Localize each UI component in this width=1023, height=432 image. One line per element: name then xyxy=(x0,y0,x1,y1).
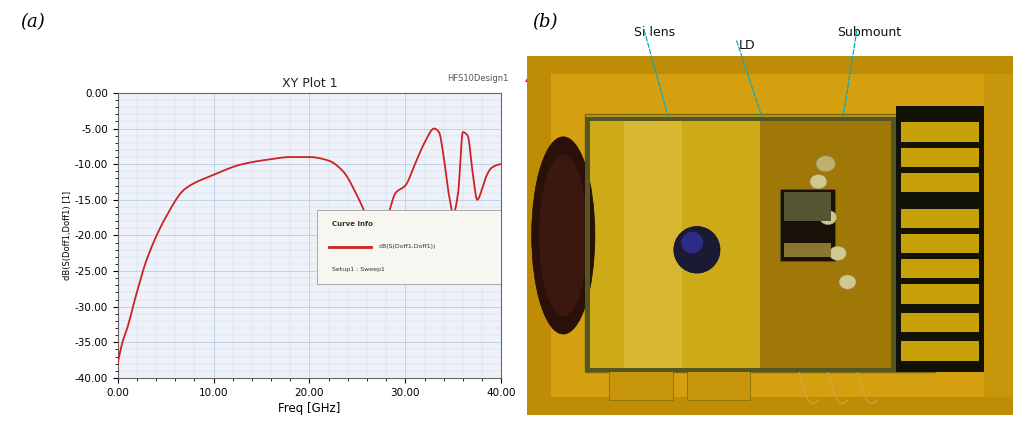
Bar xyxy=(901,284,979,304)
Ellipse shape xyxy=(816,156,836,172)
Text: dB(S(Doff1,Doff1)): dB(S(Doff1,Doff1)) xyxy=(379,245,436,249)
FancyBboxPatch shape xyxy=(317,210,501,284)
Bar xyxy=(760,117,930,368)
X-axis label: Freq [GHz]: Freq [GHz] xyxy=(278,402,341,415)
Text: Submount: Submount xyxy=(838,26,901,39)
Bar xyxy=(590,117,760,368)
Title: XY Plot 1: XY Plot 1 xyxy=(281,77,338,90)
Bar xyxy=(901,234,979,253)
Ellipse shape xyxy=(532,137,595,334)
Bar xyxy=(780,189,836,260)
Ellipse shape xyxy=(819,210,837,225)
Ellipse shape xyxy=(810,175,827,189)
Bar xyxy=(901,173,979,192)
Bar xyxy=(901,341,979,361)
Ellipse shape xyxy=(539,155,587,316)
Bar xyxy=(785,243,831,257)
Bar xyxy=(624,117,682,368)
Bar xyxy=(585,114,935,372)
Bar xyxy=(891,117,896,372)
Bar xyxy=(687,368,751,400)
Ellipse shape xyxy=(839,275,856,289)
Text: ▲: ▲ xyxy=(525,74,531,83)
Bar xyxy=(901,148,979,167)
Text: Return Loss: Return Loss xyxy=(147,44,241,58)
Ellipse shape xyxy=(681,232,703,254)
Bar xyxy=(785,192,831,221)
Text: (a): (a) xyxy=(20,13,45,31)
Text: LD: LD xyxy=(739,39,755,52)
Bar xyxy=(901,312,979,332)
Bar xyxy=(585,368,896,372)
Text: Setup1 : Sweep1: Setup1 : Sweep1 xyxy=(332,267,386,272)
Bar xyxy=(901,123,979,142)
Text: (b): (b) xyxy=(532,13,558,31)
Text: Si lens: Si lens xyxy=(634,26,675,39)
Ellipse shape xyxy=(830,246,846,260)
Text: Curve Info: Curve Info xyxy=(332,221,373,227)
Bar xyxy=(901,209,979,228)
Bar xyxy=(901,259,979,279)
Ellipse shape xyxy=(674,226,720,273)
Bar xyxy=(585,117,896,121)
Bar xyxy=(983,74,1013,397)
Y-axis label: dB(S(Doff1,Doff1) [1]: dB(S(Doff1,Doff1) [1] xyxy=(62,191,72,280)
Bar xyxy=(610,368,673,400)
Text: HFS10Design1: HFS10Design1 xyxy=(448,74,509,83)
Bar xyxy=(585,117,590,372)
Bar xyxy=(896,106,984,372)
